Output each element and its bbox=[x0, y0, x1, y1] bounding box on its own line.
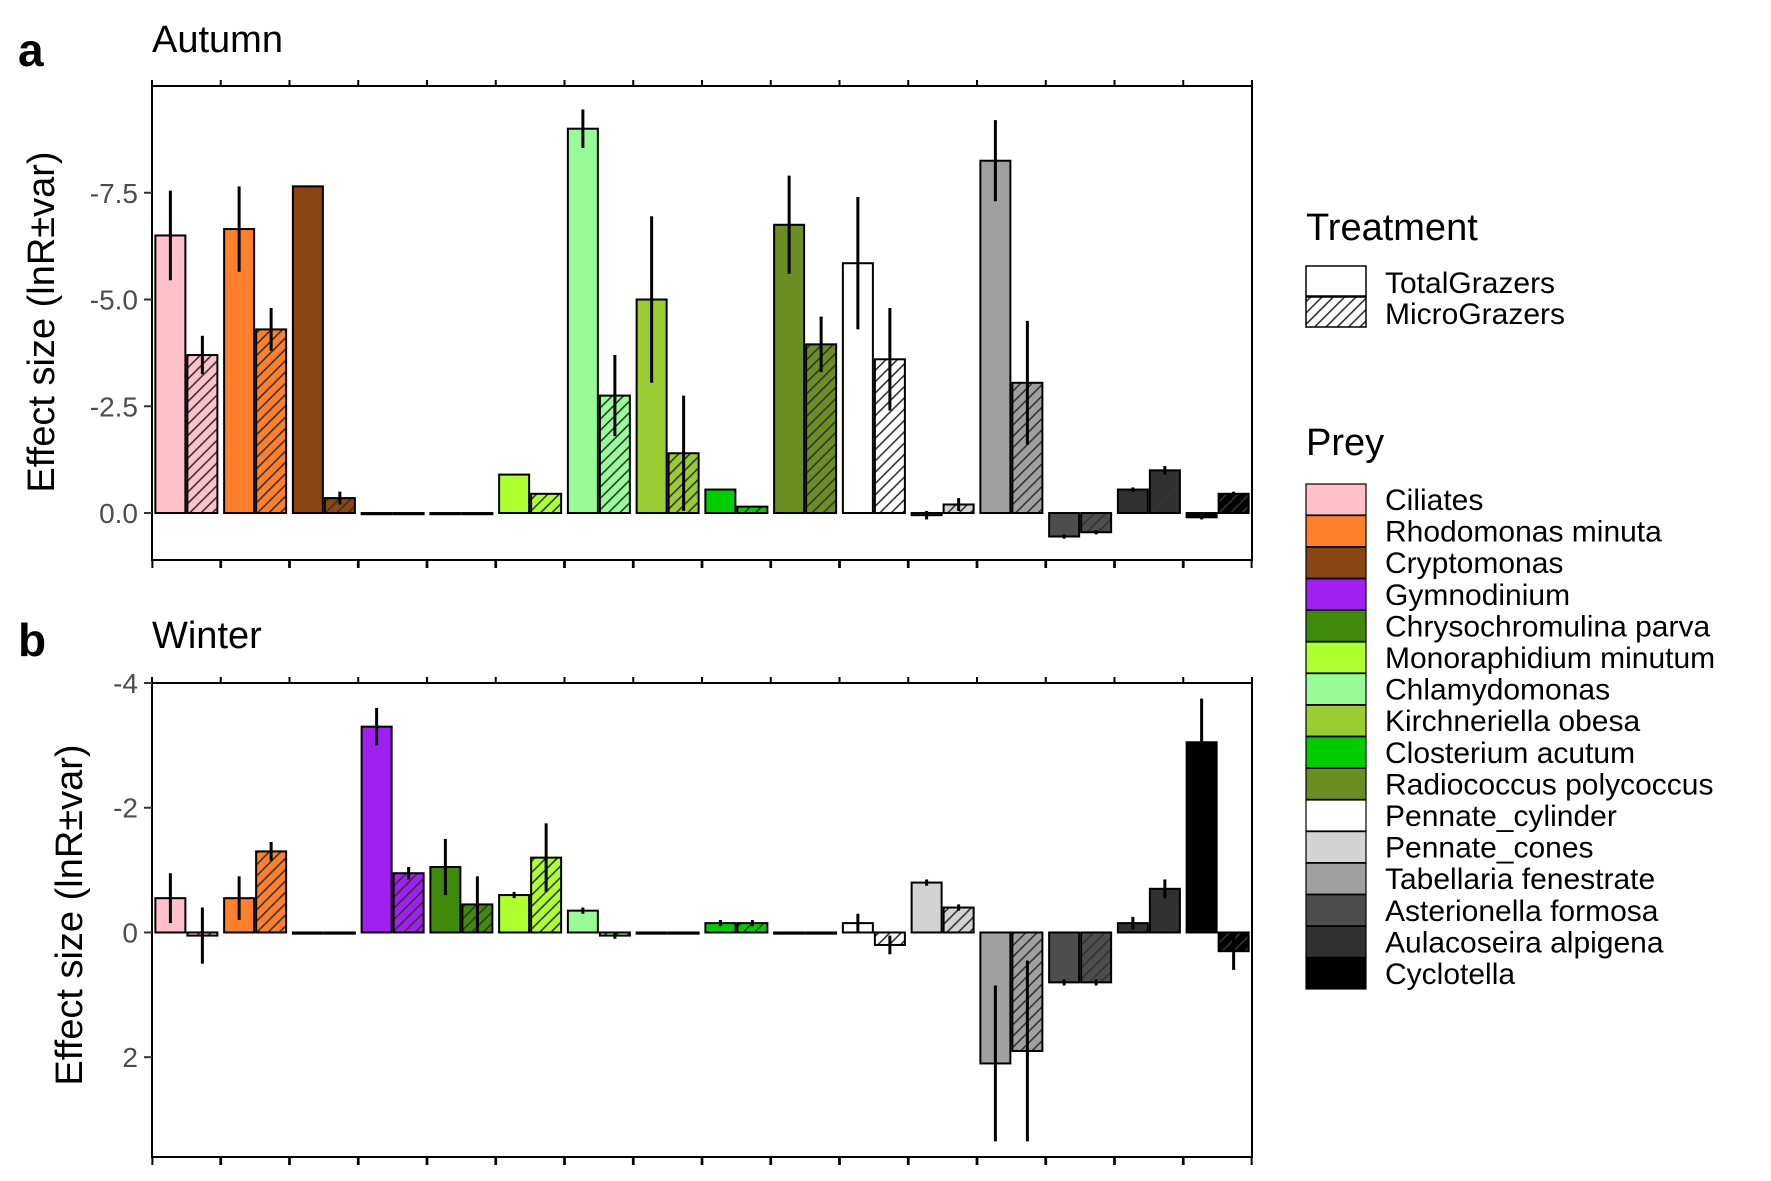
winter-bar-asterionella-formosa-total bbox=[1048, 931, 1081, 984]
winter-bar-monoraphidium-minutum-total bbox=[498, 894, 531, 934]
treatment-legend-title: Treatment bbox=[1306, 207, 1478, 249]
autumn-bar-asterionella-formosa-micro bbox=[1080, 512, 1113, 534]
autumn-bar-chrysochromulina-parva-micro bbox=[461, 512, 494, 516]
autumn-bar-tabellaria-fenestrate-total bbox=[979, 159, 1012, 515]
prey-key-monoraphidium-minutum bbox=[1305, 641, 1367, 674]
autumn-bar-rhodomonas-minuta-total bbox=[223, 228, 256, 515]
winter-bar-radiococcus-polycoccus-total bbox=[773, 931, 806, 935]
winter-bar-gymnodinium-total bbox=[360, 725, 393, 934]
autumn-bar-chlamydomonas-total bbox=[566, 127, 599, 515]
prey-key-cyclotella bbox=[1305, 957, 1367, 990]
prey-key-gymnodinium bbox=[1305, 578, 1367, 611]
winter-bar-gymnodinium-micro bbox=[392, 872, 425, 934]
autumn-bar-ciliates-micro bbox=[186, 354, 219, 515]
autumn-bar-gymnodinium-micro bbox=[392, 512, 425, 516]
treatment-legend: Treatment TotalGrazers MicroGrazers bbox=[1305, 207, 1565, 331]
winter-y-tick-label: 0 bbox=[122, 917, 138, 948]
prey-label-cryptomonas: Cryptomonas bbox=[1385, 547, 1563, 580]
winter-bar-pennate-cones-total bbox=[910, 881, 943, 934]
treatment-label-total: TotalGrazers bbox=[1385, 267, 1555, 300]
autumn-bar-cryptomonas-total bbox=[291, 185, 324, 515]
prey-label-gymnodinium: Gymnodinium bbox=[1385, 579, 1570, 612]
autumn-bar-cyclotella-micro bbox=[1217, 492, 1250, 515]
winter-bar-asterionella-formosa-micro bbox=[1080, 931, 1113, 984]
winter-panel-border bbox=[151, 682, 1253, 1158]
prey-label-monoraphidium-minutum: Monoraphidium minutum bbox=[1385, 642, 1715, 675]
prey-key-radiococcus-polycoccus bbox=[1305, 767, 1367, 801]
prey-legend-title: Prey bbox=[1306, 422, 1384, 464]
autumn-bar-monoraphidium-minutum-total bbox=[498, 473, 531, 515]
winter-bar-kirchneriella-obesa-total bbox=[635, 931, 668, 935]
autumn-bar-rhodomonas-minuta-micro bbox=[255, 328, 288, 515]
winter-bar-cyclotella-total bbox=[1185, 741, 1218, 934]
prey-key-asterionella-formosa bbox=[1305, 894, 1367, 927]
prey-label-kirchneriella-obesa: Kirchneriella obesa bbox=[1385, 705, 1640, 738]
treatment-key-total bbox=[1305, 265, 1367, 297]
autumn-bar-asterionella-formosa-total bbox=[1048, 512, 1081, 538]
winter-ylabel: Effect size (lnR±var) bbox=[49, 744, 91, 1085]
prey-key-cryptomonas bbox=[1305, 546, 1367, 579]
prey-label-radiococcus-polycoccus: Radiococcus polycoccus bbox=[1385, 768, 1714, 801]
prey-key-chlamydomonas bbox=[1305, 672, 1367, 706]
autumn-bar-aulacoseira-alpigena-total bbox=[1116, 488, 1149, 515]
winter-y-tick-label: -4 bbox=[113, 668, 138, 699]
winter-y-tick-label: 2 bbox=[122, 1042, 138, 1073]
prey-label-asterionella-formosa: Asterionella formosa bbox=[1385, 895, 1659, 928]
treatment-key-micro bbox=[1305, 296, 1367, 328]
winter-bar-cryptomonas-total bbox=[291, 931, 324, 935]
prey-key-tabellaria-fenestrate bbox=[1305, 862, 1367, 895]
prey-label-pennate-cylinder: Pennate_cylinder bbox=[1385, 800, 1617, 833]
autumn-bar-chrysochromulina-parva-total bbox=[429, 512, 462, 516]
prey-label-closterium-acutum: Closterium acutum bbox=[1385, 737, 1635, 770]
autumn-bar-aulacoseira-alpigena-micro bbox=[1148, 469, 1181, 515]
winter-bar-cryptomonas-micro bbox=[323, 931, 356, 935]
autumn-bar-monoraphidium-minutum-micro bbox=[530, 492, 563, 515]
prey-key-closterium-acutum bbox=[1305, 736, 1367, 769]
prey-key-ciliates bbox=[1305, 483, 1367, 516]
prey-key-rhodomonas-minuta bbox=[1305, 514, 1367, 548]
winter-bar-rhodomonas-minuta-micro bbox=[255, 850, 288, 934]
autumn-y-tick-label: -7.5 bbox=[90, 178, 138, 209]
winter-title: Winter bbox=[152, 615, 262, 657]
prey-label-chlamydomonas: Chlamydomonas bbox=[1385, 674, 1610, 707]
prey-label-pennate-cones: Pennate_cones bbox=[1385, 832, 1594, 865]
prey-label-tabellaria-fenestrate: Tabellaria fenestrate bbox=[1385, 863, 1655, 896]
autumn-ylabel: Effect size (lnR±var) bbox=[21, 151, 63, 492]
autumn-y-tick-label: 0.0 bbox=[99, 498, 138, 529]
panel-letter-b: b bbox=[18, 614, 46, 666]
prey-label-cyclotella: Cyclotella bbox=[1385, 958, 1515, 991]
autumn-bar-closterium-acutum-micro bbox=[736, 505, 769, 515]
autumn-bar-gymnodinium-total bbox=[360, 512, 393, 516]
winter-bar-kirchneriella-obesa-micro bbox=[667, 931, 700, 935]
winter-panel: 2 0 -2 -4 bbox=[113, 668, 1253, 1165]
treatment-label-micro: MicroGrazers bbox=[1385, 298, 1565, 331]
autumn-y-tick-label: -5.0 bbox=[90, 285, 138, 316]
winter-bar-radiococcus-polycoccus-micro bbox=[805, 931, 838, 935]
winter-bar-pennate-cones-micro bbox=[942, 906, 975, 934]
prey-key-kirchneriella-obesa bbox=[1305, 704, 1367, 737]
autumn-title: Autumn bbox=[152, 19, 283, 61]
prey-label-ciliates: Ciliates bbox=[1385, 484, 1483, 517]
prey-key-chrysochromulina-parva bbox=[1305, 609, 1367, 643]
prey-label-chrysochromulina-parva: Chrysochromulina parva bbox=[1385, 610, 1710, 643]
prey-label-aulacoseira-alpigena: Aulacoseira alpigena bbox=[1385, 926, 1664, 959]
prey-label-rhodomonas-minuta: Rhodomonas minuta bbox=[1385, 516, 1662, 549]
prey-key-aulacoseira-alpigena bbox=[1305, 925, 1367, 959]
autumn-panel: 0.0 -2.5 -5.0 -7.5 bbox=[90, 80, 1253, 568]
autumn-bar-closterium-acutum-total bbox=[704, 488, 737, 515]
prey-key-pennate-cones bbox=[1305, 830, 1367, 864]
winter-bar-chlamydomonas-total bbox=[566, 909, 599, 934]
panel-letter-a: a bbox=[18, 24, 44, 76]
winter-y-tick-label: -2 bbox=[113, 793, 138, 824]
autumn-y-tick-label: -2.5 bbox=[90, 391, 138, 422]
prey-key-pennate-cylinder bbox=[1305, 799, 1367, 832]
